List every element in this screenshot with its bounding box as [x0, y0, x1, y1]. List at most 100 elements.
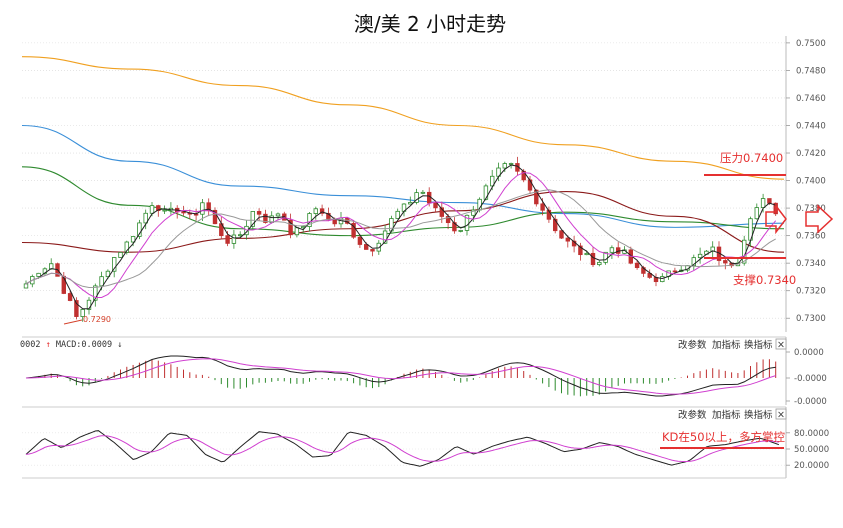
short-average-line [25, 164, 776, 310]
candle-body [502, 163, 507, 169]
macd-close-button[interactable] [775, 338, 787, 350]
candle-body [23, 283, 29, 289]
candle-body [288, 219, 293, 236]
price-tick-label: 0.7380 [796, 204, 826, 214]
low-marker-label: 0.7290 [83, 315, 111, 324]
macd-modify-params-button[interactable]: 改参数 [678, 339, 707, 351]
candle-body [124, 241, 129, 253]
macd-up-icon: ↑ [46, 340, 51, 350]
macd-dea-line [25, 358, 776, 395]
candle-body [36, 272, 41, 277]
candle-body [767, 198, 772, 204]
candle-body [263, 213, 268, 223]
macd-tick-label: -0.0000 [794, 374, 827, 384]
macd-add-indicator-button[interactable]: 加指标 [712, 339, 741, 351]
candle-body [603, 251, 608, 263]
candle-body [697, 253, 703, 259]
candle-body [357, 236, 363, 245]
kd-switch-indicator-button[interactable]: 换指标 [744, 409, 773, 421]
moving-average-line [21, 124, 785, 228]
resistance-label: 压力0.7400 [720, 151, 783, 165]
kd-gridlines [22, 432, 786, 466]
candle-body [319, 208, 325, 214]
price-tick-label: 0.7340 [796, 259, 826, 269]
macd-label-prefix: 0002 ↑ MACD:0.0009 ↓ [20, 340, 122, 350]
candle-body [313, 208, 318, 214]
macd-axis-ticks: 0.0000 -0.0000 -0.0000 [786, 348, 827, 407]
price-tick-label: 0.7300 [796, 314, 826, 324]
candle-body [420, 191, 426, 194]
candle-body [534, 189, 539, 205]
candle-body [609, 247, 615, 253]
price-tick-label: 0.7500 [796, 39, 826, 49]
price-panel-background [22, 36, 784, 332]
candle-body [527, 179, 533, 191]
macd-prefix: 0002 [20, 340, 46, 350]
candle-body [99, 276, 104, 287]
candle-body [250, 211, 255, 227]
candle-body [578, 245, 583, 256]
candle-body [149, 205, 155, 214]
candle-body [80, 309, 85, 317]
kd-add-indicator-button[interactable]: 加指标 [712, 409, 741, 421]
price-tick-label: 0.7440 [796, 121, 826, 131]
candle-body [74, 300, 79, 317]
candle-body [672, 270, 678, 273]
price-tick-label: 0.7460 [796, 94, 826, 104]
candle-body [162, 209, 167, 212]
kd-axis-ticks: 80.0000 50.0000 20.0000 [786, 429, 829, 471]
candle-body [760, 198, 766, 209]
candle-body [458, 230, 463, 232]
candle-body [634, 262, 640, 269]
kd-lines [25, 430, 780, 467]
moving-average-line [21, 56, 785, 180]
kd-k-line [25, 430, 780, 467]
price-tick-label: 0.7400 [796, 177, 826, 187]
candle-body [181, 211, 186, 214]
kd-close-button[interactable] [775, 408, 787, 420]
candle-body [275, 213, 281, 217]
candle-body [156, 205, 161, 211]
kd-tick-label: 80.0000 [794, 429, 829, 439]
candle-body [86, 299, 92, 310]
candle-body [559, 230, 564, 239]
price-axis-ticks: 0.7500 0.7480 0.7460 0.7440 0.7420 0.7400 0.73… [786, 39, 826, 324]
candle-body [49, 263, 54, 270]
candle-body [408, 202, 413, 205]
kd-modify-params-button[interactable]: 改参数 [678, 409, 707, 421]
candle-body [565, 237, 570, 242]
chart-title: 澳/美 2 小时走势 [354, 12, 506, 36]
low-marker-line [63, 319, 83, 325]
candle-body [489, 175, 495, 187]
candle-body [540, 203, 545, 211]
candle-body [660, 276, 665, 283]
candle-body [754, 207, 759, 220]
price-tick-label: 0.7360 [796, 232, 826, 242]
candle-body [93, 285, 98, 301]
kd-panel: 改参数 加指标 换指标 × 80.0000 50.0000 20.0000 KD在5… [22, 406, 829, 479]
candle-body [332, 219, 337, 225]
close-icon: × [777, 410, 785, 421]
candle-body [723, 260, 728, 264]
candle-body [439, 207, 444, 217]
candle-body [382, 230, 388, 244]
close-icon: × [777, 340, 785, 351]
candle-body [351, 222, 356, 238]
candle-body [433, 202, 438, 209]
arrow-right-icon [765, 203, 787, 235]
candle-body [590, 252, 596, 266]
macd-tick-label: -0.0000 [794, 397, 827, 407]
kd-tick-label: 20.0000 [794, 461, 829, 471]
candle-body [414, 192, 419, 203]
price-tick-label: 0.7420 [796, 149, 826, 159]
candle-body [584, 252, 589, 256]
candle-body [742, 239, 747, 264]
candle-body [237, 234, 243, 237]
macd-tick-label: 0.0000 [794, 348, 824, 358]
short-average-line [25, 172, 777, 298]
candle-body [395, 210, 400, 219]
candle-body [256, 211, 262, 215]
short-average-line [25, 189, 776, 289]
macd-switch-indicator-button[interactable]: 换指标 [744, 339, 773, 351]
macd-dif-line [25, 355, 776, 397]
